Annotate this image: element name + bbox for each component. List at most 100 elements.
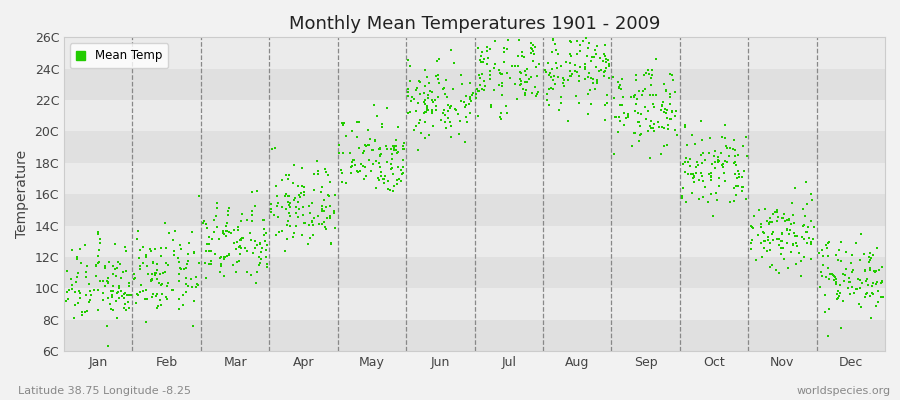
Point	[185, 229, 200, 236]
Point	[658, 105, 672, 112]
Legend: Mean Temp: Mean Temp	[70, 43, 168, 68]
Point	[373, 153, 387, 160]
Point	[130, 236, 144, 242]
Point	[97, 262, 112, 269]
Point	[556, 80, 571, 86]
Point	[634, 111, 648, 117]
Point	[411, 146, 426, 153]
Point	[568, 67, 582, 74]
Point	[180, 258, 194, 264]
Point	[421, 80, 436, 86]
Point	[723, 144, 737, 151]
Point	[148, 272, 163, 278]
Point	[596, 58, 610, 64]
Point	[686, 171, 700, 177]
Point	[634, 92, 649, 98]
Point	[615, 76, 629, 82]
Point	[654, 124, 669, 130]
Point	[728, 171, 742, 177]
Point	[350, 119, 365, 125]
Point	[530, 91, 544, 98]
Point	[822, 306, 836, 312]
Point	[489, 61, 503, 68]
Point	[250, 269, 265, 276]
Point	[404, 98, 419, 105]
Point	[832, 282, 847, 288]
Point	[715, 162, 729, 169]
Point	[491, 66, 506, 73]
Point	[336, 150, 350, 156]
Point	[176, 301, 190, 308]
Point	[240, 248, 255, 254]
Point	[626, 130, 641, 136]
Point	[581, 111, 596, 118]
Point	[621, 114, 635, 121]
Point	[680, 199, 694, 205]
Point	[457, 139, 472, 146]
Point	[586, 13, 600, 20]
Point	[397, 146, 411, 152]
Point	[214, 260, 229, 267]
Point	[335, 170, 349, 176]
Point	[585, 54, 599, 60]
Point	[754, 221, 769, 228]
Point	[397, 140, 411, 146]
Point	[139, 287, 153, 293]
Point	[140, 263, 154, 269]
Point	[491, 82, 506, 88]
Point	[587, 54, 601, 61]
Point	[221, 204, 236, 211]
Point	[302, 222, 316, 228]
Point	[400, 57, 415, 63]
Point	[382, 186, 396, 192]
Point	[580, 91, 595, 97]
Point	[374, 150, 388, 157]
Point	[407, 127, 421, 134]
Point	[280, 222, 294, 228]
Point	[363, 136, 377, 142]
Point	[267, 145, 282, 152]
Point	[128, 275, 142, 281]
Point	[822, 276, 836, 282]
Point	[732, 174, 746, 180]
Point	[768, 208, 782, 215]
Point	[362, 142, 376, 148]
Point	[821, 265, 835, 272]
Point	[179, 261, 194, 267]
Point	[858, 294, 872, 300]
Point	[866, 252, 880, 258]
Point	[232, 258, 247, 264]
Point	[760, 248, 774, 254]
Point	[475, 19, 490, 25]
Point	[644, 125, 659, 131]
Point	[372, 176, 386, 183]
Point	[780, 226, 795, 232]
Point	[781, 264, 796, 271]
Point	[451, 111, 465, 117]
Point	[101, 295, 115, 302]
Point	[691, 177, 706, 184]
Point	[578, 76, 592, 82]
Point	[613, 118, 627, 124]
Point	[728, 162, 742, 168]
Point	[583, 58, 598, 64]
Point	[251, 253, 266, 260]
Point	[390, 150, 404, 156]
Point	[607, 94, 621, 101]
Point	[735, 143, 750, 150]
Point	[786, 242, 800, 248]
Point	[153, 270, 167, 277]
Point	[838, 272, 852, 278]
Point	[483, 104, 498, 110]
Point	[436, 86, 450, 92]
Point	[306, 232, 320, 238]
Point	[711, 158, 725, 164]
Point	[806, 235, 821, 242]
Point	[851, 276, 866, 282]
Point	[487, 86, 501, 93]
Point	[411, 100, 426, 106]
Point	[292, 192, 306, 198]
Point	[373, 146, 387, 152]
Point	[244, 272, 258, 278]
Point	[204, 236, 219, 242]
